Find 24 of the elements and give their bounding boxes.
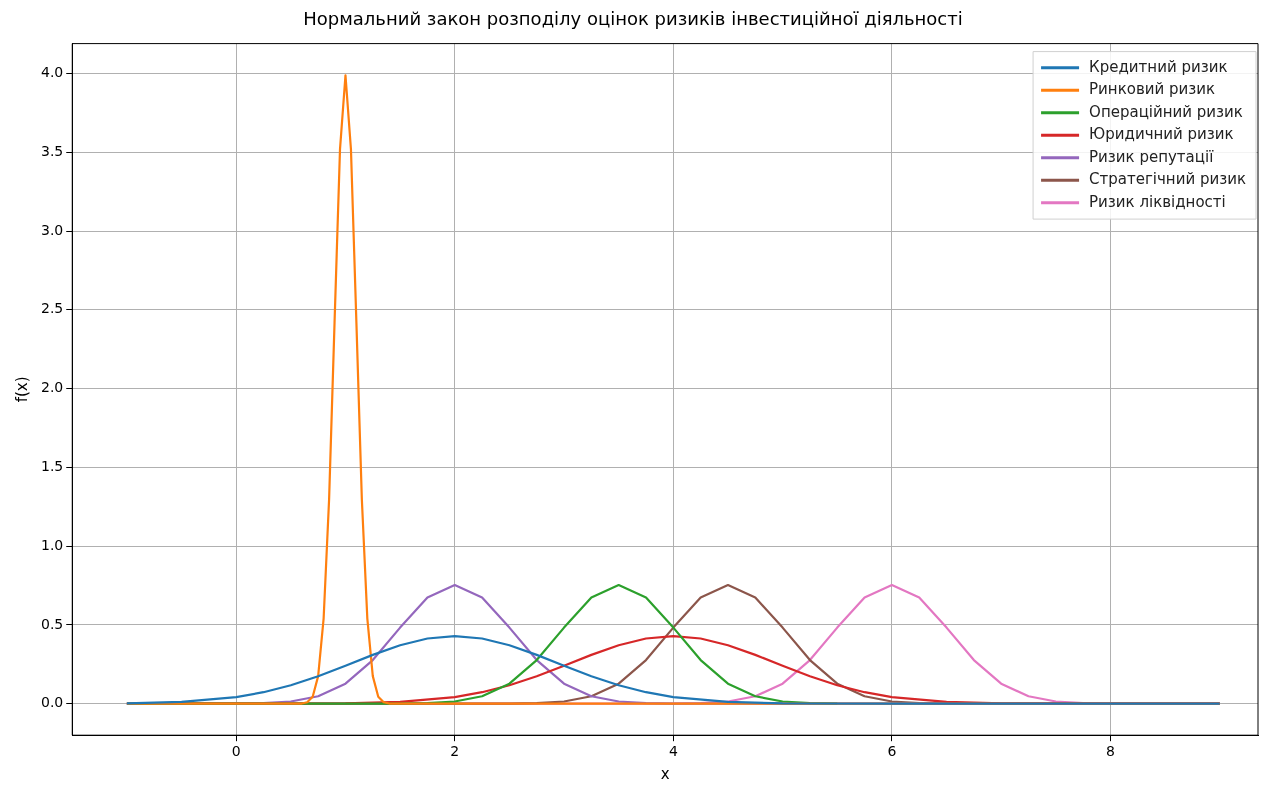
legend-label: Ризик репутації <box>1089 147 1215 166</box>
legend-label: Ризик ліквідності <box>1089 192 1226 211</box>
x-tick-label: 0 <box>231 743 241 760</box>
y-axis-title: f(x) <box>12 376 31 403</box>
x-axis-title: x <box>660 764 670 783</box>
y-tick-label: 0.5 <box>41 615 64 632</box>
legend-label: Ринковий ризик <box>1089 80 1216 99</box>
y-tick-label: 1.0 <box>41 536 64 553</box>
y-tick-label: 2.5 <box>41 300 64 317</box>
y-tick-label: 0.0 <box>41 694 64 711</box>
legend-label: Кредитний ризик <box>1089 57 1228 76</box>
y-tick-label: 1.5 <box>41 458 64 475</box>
x-tick-label: 2 <box>450 743 460 760</box>
y-tick-label: 4.0 <box>41 64 64 81</box>
x-tick-label: 4 <box>668 743 678 760</box>
y-tick-label: 2.0 <box>41 379 64 396</box>
x-tick-label: 6 <box>887 743 897 760</box>
legend-label: Юридичний ризик <box>1089 125 1234 144</box>
legend-label: Операційний ризик <box>1089 102 1243 121</box>
y-tick-label: 3.5 <box>41 142 64 159</box>
legend-label: Стратегічний ризик <box>1089 170 1247 189</box>
x-tick-label: 8 <box>1106 743 1115 760</box>
chart-title: Нормальний закон розподілу оцінок ризиків інвестиційної діяльності <box>303 8 963 30</box>
y-tick-label: 3.0 <box>41 221 64 238</box>
